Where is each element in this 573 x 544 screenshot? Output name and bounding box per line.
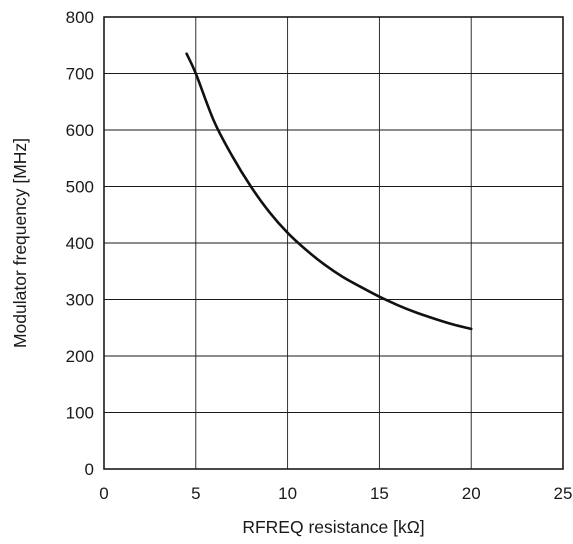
grid [104, 17, 563, 469]
y-tick-label: 0 [85, 460, 94, 479]
y-tick-label: 200 [66, 347, 94, 366]
y-tick-labels: 0 100 200 300 400 500 600 700 800 [66, 8, 94, 479]
x-tick-label: 0 [99, 484, 108, 503]
y-tick-label: 300 [66, 291, 94, 310]
y-tick-label: 700 [66, 65, 94, 84]
x-tick-label: 15 [370, 484, 389, 503]
plot-frame [103, 16, 564, 470]
x-tick-labels: 0 5 10 15 20 25 [99, 484, 572, 503]
y-tick-label: 400 [66, 234, 94, 253]
y-axis-title: Modulator frequency [MHz] [10, 138, 30, 348]
x-tick-label: 5 [191, 484, 200, 503]
x-tick-label: 25 [554, 484, 573, 503]
y-tick-label: 500 [66, 178, 94, 197]
x-tick-label: 20 [462, 484, 481, 503]
y-tick-label: 100 [66, 404, 94, 423]
data-line [185, 52, 473, 331]
y-tick-label: 600 [66, 121, 94, 140]
x-tick-label: 10 [278, 484, 297, 503]
y-tick-label: 800 [66, 8, 94, 27]
x-axis-title: RFREQ resistance [kΩ] [242, 517, 424, 537]
